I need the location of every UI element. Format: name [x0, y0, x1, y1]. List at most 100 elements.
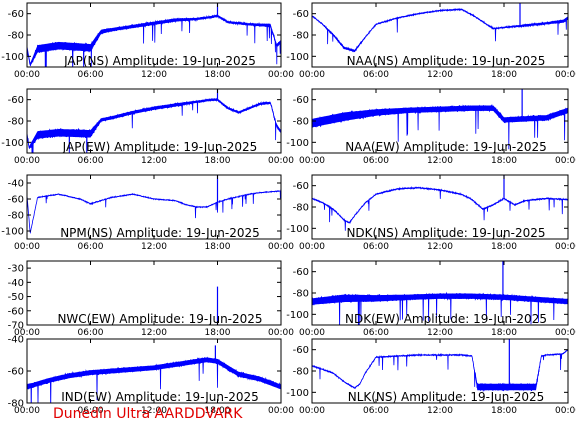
- x-tick-label: 06:00: [78, 242, 104, 252]
- x-tick-label: 12:00: [427, 70, 453, 80]
- chart-title: NAA(EW) Amplitude: 19-Jun-2025: [345, 140, 547, 154]
- x-tick-label: 00:00: [299, 406, 325, 416]
- y-tick-label: -100: [286, 310, 309, 321]
- x-tick-label: 00:00: [268, 328, 294, 338]
- y-tick-label: -80: [293, 203, 309, 214]
- chart-panel: -100 -80 -60 00:00 06:00 12:00 18:00 00:00 NDK(N…: [286, 174, 576, 252]
- y-tick-label: -80: [293, 289, 309, 300]
- x-tick-label: 00:00: [14, 242, 40, 252]
- series-line: [312, 291, 568, 325]
- chart-panel: -100 -80 -60 00:00 06:00 12:00 18:00 00:00 NLK(N…: [286, 338, 576, 416]
- x-tick-label: 00:00: [14, 328, 40, 338]
- x-tick-label: 18:00: [205, 406, 231, 416]
- y-tick-label: -50: [8, 292, 24, 303]
- plot-area: [312, 89, 568, 150]
- chart-title: NWC(EW) Amplitude: 19-Jun-2025: [57, 312, 262, 326]
- chart-panel: -70 -60 -50 -40 -30 00:00 06:00 12:00 18:00 00:00…: [8, 260, 294, 338]
- y-tick-label: -100: [1, 138, 24, 149]
- chart-panel: -100 -80 -60 00:00 06:00 12:00 18:00 00:00 JAP(E…: [1, 88, 294, 166]
- chart-title: NLK(NS) Amplitude: 19-Jun-2025: [348, 390, 545, 404]
- x-tick-label: 06:00: [363, 70, 389, 80]
- y-tick-label: -60: [8, 195, 24, 206]
- series-line: [27, 356, 281, 403]
- x-tick-label: 06:00: [78, 328, 104, 338]
- x-tick-label: 18:00: [205, 156, 231, 166]
- plot-area: [27, 175, 281, 234]
- series-line: [27, 189, 281, 234]
- x-tick-label: 06:00: [363, 406, 389, 416]
- plot-area: [312, 175, 568, 231]
- chart-panel: -100 -80 -60 00:00 06:00 12:00 18:00 00:00 NDK(E…: [286, 260, 576, 338]
- y-tick-label: -100: [286, 138, 309, 149]
- y-tick-label: -100: [1, 227, 24, 238]
- chart-title: NPM(NS) Amplitude: 19-Jun-2025: [60, 226, 260, 240]
- x-tick-label: 12:00: [141, 156, 167, 166]
- y-tick-label: -40: [8, 335, 24, 346]
- chart-title: JAP(EW) Amplitude: 19-Jun-2025: [62, 140, 258, 154]
- series-line: [312, 7, 568, 53]
- x-tick-label: 00:00: [14, 156, 40, 166]
- x-tick-label: 00:00: [555, 328, 576, 338]
- y-tick-label: -60: [293, 267, 309, 278]
- chart-panel: -100 -80 -60 00:00 06:00 12:00 18:00 00:00 JAP(N…: [1, 2, 294, 80]
- x-tick-label: 18:00: [205, 242, 231, 252]
- x-tick-label: 00:00: [555, 70, 576, 80]
- chart-panel: -80 -60 -40 00:00 06:00 12:00 18:00 00:00 IND(EW…: [8, 335, 295, 417]
- footer-label: Dunedin Ultra AARDDVARK: [53, 406, 243, 422]
- x-tick-label: 06:00: [363, 242, 389, 252]
- y-tick-label: -80: [8, 31, 24, 42]
- x-tick-label: 12:00: [141, 242, 167, 252]
- plot-area: [27, 345, 281, 403]
- y-tick-label: -80: [293, 117, 309, 128]
- x-tick-label: 12:00: [141, 406, 167, 416]
- x-tick-label: 00:00: [299, 70, 325, 80]
- y-tick-label: -60: [8, 95, 24, 106]
- x-tick-label: 00:00: [555, 406, 576, 416]
- plot-area: [312, 339, 568, 393]
- chart-panel: -100 -80 -60 -40 00:00 06:00 12:00 18:00 00:00 NP…: [1, 174, 294, 252]
- x-tick-label: 06:00: [78, 406, 104, 416]
- y-tick-label: -60: [293, 95, 309, 106]
- y-tick-label: -100: [286, 388, 309, 399]
- chart-panel: -100 -80 -60 00:00 06:00 12:00 18:00 00:00 NAA(E…: [286, 88, 576, 166]
- plot-area: [312, 3, 568, 53]
- x-tick-label: 18:00: [491, 70, 517, 80]
- x-tick-label: 18:00: [205, 328, 231, 338]
- y-tick-label: -60: [8, 9, 24, 20]
- y-tick-label: -60: [293, 9, 309, 20]
- x-tick-label: 00:00: [299, 328, 325, 338]
- x-tick-label: 00:00: [268, 70, 294, 80]
- y-tick-label: -80: [8, 211, 24, 222]
- series-line: [312, 349, 568, 393]
- x-tick-label: 00:00: [268, 406, 294, 416]
- x-tick-label: 06:00: [363, 328, 389, 338]
- y-tick-label: -80: [8, 117, 24, 128]
- x-tick-label: 12:00: [427, 156, 453, 166]
- x-tick-label: 12:00: [427, 328, 453, 338]
- y-tick-label: -40: [8, 179, 24, 190]
- x-tick-label: 12:00: [141, 328, 167, 338]
- x-tick-label: 00:00: [299, 242, 325, 252]
- y-tick-label: -80: [293, 31, 309, 42]
- series-line: [312, 103, 568, 150]
- chart-title: NDK(NS) Amplitude: 19-Jun-2025: [346, 226, 545, 240]
- plot-area: [312, 261, 568, 325]
- series-line: [312, 185, 568, 231]
- x-tick-label: 06:00: [78, 156, 104, 166]
- y-tick-label: -60: [8, 367, 24, 378]
- x-tick-label: 06:00: [78, 70, 104, 80]
- x-tick-label: 00:00: [299, 156, 325, 166]
- y-tick-label: -60: [293, 345, 309, 356]
- series-line: [27, 97, 281, 153]
- chart-title: JAP(NS) Amplitude: 19-Jun-2025: [63, 54, 256, 68]
- x-tick-label: 18:00: [491, 406, 517, 416]
- chart-title: IND(EW) Amplitude: 19-Jun-2025: [61, 390, 259, 404]
- y-tick-label: -80: [293, 367, 309, 378]
- x-tick-label: 12:00: [427, 242, 453, 252]
- x-tick-label: 00:00: [268, 156, 294, 166]
- x-tick-label: 00:00: [268, 242, 294, 252]
- y-tick-label: -40: [8, 278, 24, 289]
- y-tick-label: -60: [8, 306, 24, 317]
- series-band: [312, 8, 568, 53]
